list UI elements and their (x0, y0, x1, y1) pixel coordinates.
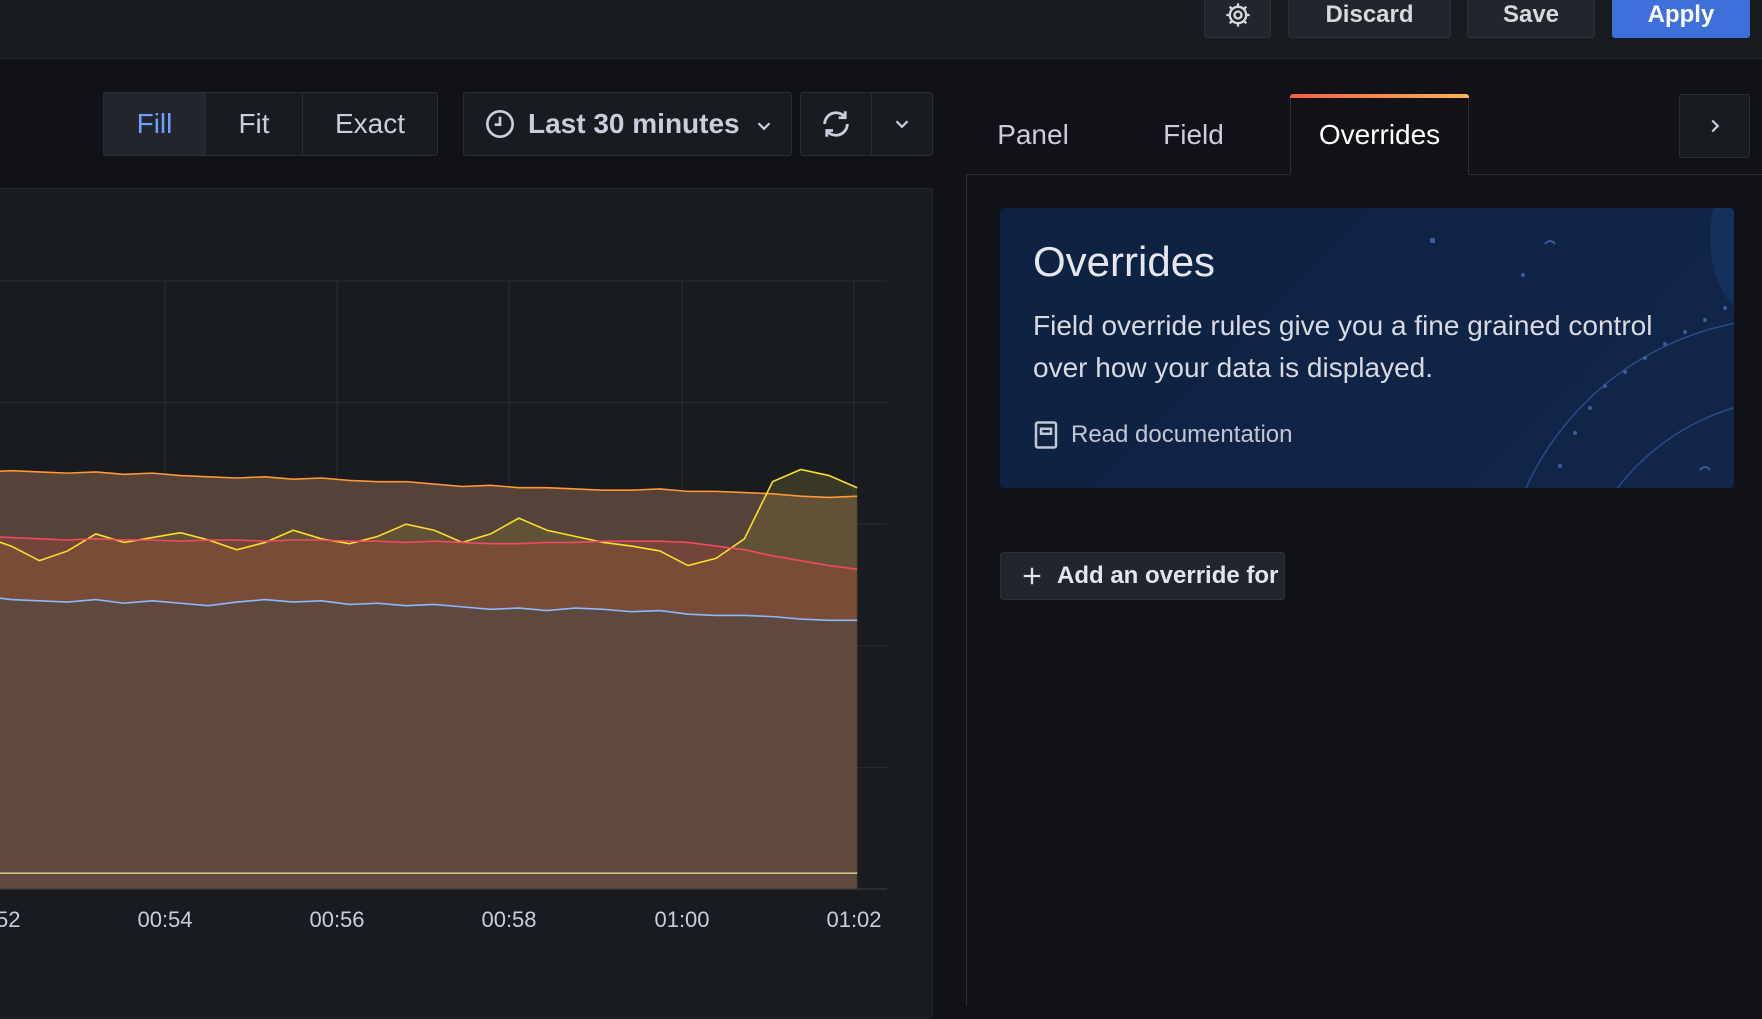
apply-button[interactable]: Apply (1612, 0, 1750, 38)
series-line (0, 468, 858, 567)
save-button[interactable]: Save (1467, 0, 1595, 38)
overrides-title: Overrides (1033, 238, 1216, 285)
discard-button[interactable]: Discard (1288, 0, 1451, 38)
refresh-button[interactable] (800, 92, 872, 156)
plus-icon (1023, 567, 1041, 585)
collapse-pane-button[interactable] (1679, 94, 1750, 158)
tab-field[interactable]: Field (1163, 118, 1224, 150)
overrides-info-card: Overrides Field override rules give you … (1000, 208, 1734, 488)
series-line (0, 597, 858, 622)
tab-panel[interactable]: Panel (997, 118, 1069, 150)
series-line (0, 536, 858, 570)
overrides-description: Field override rules give you a fine gra… (1033, 310, 1653, 383)
refresh-icon (823, 111, 849, 137)
x-tick-label: 01:00 (654, 907, 709, 932)
x-tick-label: 00:52 (0, 907, 21, 932)
panel-preview: 00:52 00:54 00:56 00:58 01:00 01:02 (0, 188, 933, 1018)
view-mode-exact[interactable]: Exact (334, 108, 406, 139)
x-tick-label: 00:54 (137, 907, 192, 932)
x-tick-label: 01:02 (826, 907, 881, 932)
x-tick-label: 00:56 (309, 907, 364, 932)
read-documentation-label: Read documentation (1071, 421, 1293, 448)
top-bar: Discard Save Apply (0, 0, 1762, 59)
refresh-interval-dropdown[interactable] (871, 92, 933, 156)
tab-overrides[interactable]: Overrides (1290, 94, 1469, 175)
view-mode-fill[interactable]: Fill (104, 93, 206, 155)
time-range-label: Last 30 minutes (528, 108, 740, 139)
document-icon (1034, 421, 1058, 449)
chevron-down-icon (757, 122, 771, 131)
area-fill-lower (0, 598, 858, 889)
view-mode-selector: Fill Fit Exact (103, 92, 438, 156)
time-range-picker[interactable]: Last 30 minutes (463, 92, 792, 156)
time-series-chart[interactable]: 00:52 00:54 00:56 00:58 01:00 01:02 (0, 189, 934, 1019)
chevron-right-icon (1710, 119, 1719, 133)
series-line (0, 469, 858, 499)
gear-icon (1225, 3, 1250, 27)
read-documentation-link[interactable]: Read documentation (1033, 420, 1292, 450)
settings-button[interactable] (1204, 0, 1271, 38)
add-override-label: Add an override for (1057, 562, 1279, 589)
decorative-background (1430, 208, 1734, 488)
x-tick-label: 00:58 (481, 907, 536, 932)
add-override-button[interactable]: Add an override for (1000, 552, 1285, 600)
chevron-down-icon (895, 120, 909, 129)
view-mode-fit[interactable]: Fit (206, 93, 303, 155)
clock-icon (486, 110, 514, 138)
pane-divider[interactable] (966, 174, 967, 1006)
